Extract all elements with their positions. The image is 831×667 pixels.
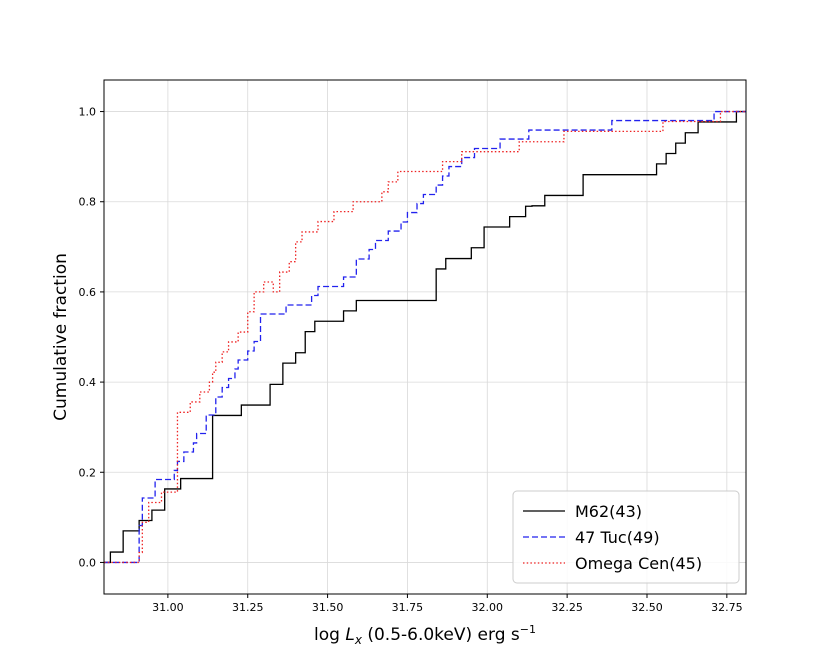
y-tick-label: 0.4 [79,376,97,389]
x-tick-label: 32.25 [551,601,583,614]
grid [104,80,746,594]
x-tick-label: 31.75 [392,601,424,614]
x-tick-label: 31.00 [152,601,184,614]
y-tick-label: 1.0 [79,106,97,119]
x-tick-label: 31.25 [232,601,264,614]
y-axis-ticks: 0.0 0.2 0.4 0.6 0.8 1.0 [79,106,104,569]
x-tick-label: 32.75 [711,601,743,614]
x-axis-label: log Lx (0.5-6.0keV) erg s−1 [314,623,536,647]
legend-box [512,490,740,584]
y-tick-label: 0.6 [79,286,97,299]
series-layer [104,110,746,564]
series-line [104,110,746,564]
y-tick-label: 0.8 [79,196,97,209]
x-tick-label: 32.00 [472,601,504,614]
series-line [104,110,746,564]
x-axis-ticks: 31.00 31.25 31.50 31.75 32.00 32.25 32.50 32.75 [152,594,743,614]
series-line [104,110,746,564]
plot-frame [103,79,747,595]
y-tick-label: 0.0 [79,556,97,569]
legend-label: 47 Tuc(49) [575,528,660,547]
legend-label: M62(43) [575,502,642,521]
y-axis-label: Cumulative fraction [51,253,71,421]
x-tick-label: 31.50 [312,601,344,614]
x-tick-label: 32.50 [631,601,663,614]
legend: M62(43) 47 Tuc(49) Omega Cen(45) [512,490,740,584]
legend-label: Omega Cen(45) [575,554,702,573]
y-tick-label: 0.2 [79,466,97,479]
